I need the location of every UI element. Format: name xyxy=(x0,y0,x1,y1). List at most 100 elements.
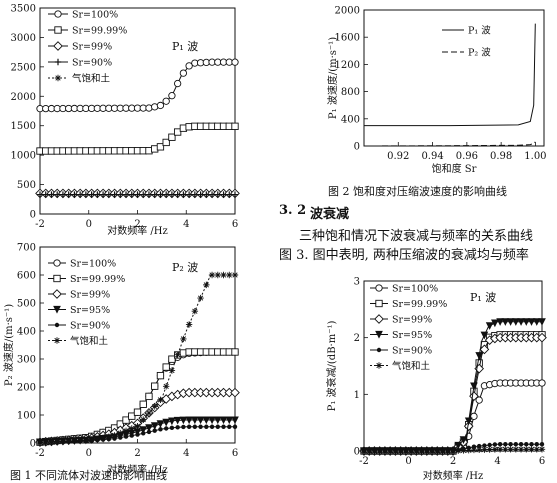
data-point xyxy=(376,447,383,455)
legend-marker xyxy=(375,299,383,308)
data-point xyxy=(174,191,181,198)
data-point xyxy=(123,434,129,439)
data-point xyxy=(128,425,135,432)
series-P₁ 波 xyxy=(364,23,536,127)
x-tick-label: -2 xyxy=(359,456,369,467)
data-point xyxy=(226,191,233,198)
y-tick-label: 2 xyxy=(354,333,360,344)
data-point xyxy=(42,191,49,198)
data-point xyxy=(459,436,468,444)
data-point xyxy=(532,318,541,326)
data-point xyxy=(449,447,457,455)
data-point xyxy=(418,447,425,455)
data-point xyxy=(151,382,159,390)
data-point xyxy=(423,447,431,455)
data-point xyxy=(476,443,482,449)
legend-marker xyxy=(375,284,383,292)
data-point xyxy=(168,133,176,141)
x-axis-label: 对数频率 /Hz xyxy=(107,224,168,237)
data-point xyxy=(226,271,233,279)
data-point xyxy=(156,101,165,110)
data-point xyxy=(360,447,368,455)
x-axis-label: 对数频率 /Hz xyxy=(107,463,168,476)
data-point xyxy=(196,416,205,425)
data-point xyxy=(231,191,239,198)
legend: P₁ 波 P₂ 波 xyxy=(442,25,491,59)
data-point xyxy=(191,308,199,315)
data-point xyxy=(139,426,148,434)
paragraph-line1: 三种饱和情况下波衰减与频率的关系曲线 xyxy=(299,229,534,244)
data-point xyxy=(151,403,158,410)
legend-marker xyxy=(54,74,62,82)
data-point xyxy=(507,446,514,453)
data-point xyxy=(48,438,55,445)
data-point xyxy=(111,191,118,198)
series-Sr=99.99% xyxy=(360,331,546,455)
legend-marker xyxy=(54,26,62,34)
legend-marker xyxy=(52,289,62,299)
data-point xyxy=(503,442,508,447)
data-point xyxy=(208,416,216,425)
data-point xyxy=(486,446,493,453)
legend-marker xyxy=(375,362,383,369)
data-point xyxy=(523,446,530,453)
data-point xyxy=(209,424,215,429)
data-point xyxy=(65,437,72,445)
data-point xyxy=(105,191,113,198)
data-point xyxy=(470,382,478,391)
legend-label: 气饱和土 xyxy=(72,73,111,85)
data-point xyxy=(481,446,488,453)
x-tick-label: 2 xyxy=(134,448,140,459)
y-tick-label: 1200 xyxy=(335,60,360,71)
data-point xyxy=(156,371,165,380)
section-number: 3. 2 xyxy=(279,203,307,218)
data-point xyxy=(146,429,152,435)
data-point xyxy=(180,191,187,198)
series-气饱和土 xyxy=(360,446,546,455)
series-line xyxy=(363,141,536,147)
data-point xyxy=(54,191,61,198)
y-axis-label: P₁ 波衰减/(dB·m⁻¹) xyxy=(325,321,338,412)
x-tick-label: 6 xyxy=(539,456,545,467)
x-tick-label: 0.94 xyxy=(421,151,443,162)
series-Sr=90% xyxy=(36,191,239,198)
data-point xyxy=(54,438,61,445)
data-point xyxy=(157,396,164,404)
y-tick-label: 2500 xyxy=(11,62,36,73)
data-point xyxy=(475,396,483,404)
data-point xyxy=(203,191,210,198)
y-tick-label: 1600 xyxy=(335,33,360,44)
data-point xyxy=(534,442,539,447)
legend-label: Sr=99% xyxy=(70,290,110,301)
data-point xyxy=(162,363,170,371)
data-point xyxy=(94,435,101,442)
data-point xyxy=(76,437,84,444)
y-tick-label: 500 xyxy=(17,299,36,310)
legend-label: 气饱和土 xyxy=(70,335,109,347)
chart-title: P₁ 波 xyxy=(470,291,496,304)
data-point xyxy=(162,418,171,427)
data-point xyxy=(173,128,182,136)
data-point xyxy=(491,446,499,453)
data-point xyxy=(402,447,410,455)
data-point xyxy=(145,424,153,432)
legend-marker xyxy=(53,41,63,51)
data-point xyxy=(479,344,490,355)
data-point xyxy=(230,387,240,398)
data-point xyxy=(150,422,159,430)
legend: Sr=100% Sr=99.99% Sr=99% Sr=95% Sr=90% 气饱和土 xyxy=(370,284,447,372)
data-point xyxy=(485,322,494,330)
data-point xyxy=(392,447,399,455)
legend-label: Sr=90% xyxy=(70,321,110,332)
data-point xyxy=(475,446,483,453)
data-point xyxy=(140,416,147,423)
legend-label: Sr=95% xyxy=(392,330,432,341)
fig1-caption: 图 1 不同流体对波速的影响曲线 xyxy=(10,469,167,482)
data-point xyxy=(198,424,203,429)
data-point xyxy=(539,442,545,447)
y-tick-label: 0 xyxy=(354,142,360,153)
data-point xyxy=(208,271,216,279)
data-point xyxy=(135,432,140,437)
data-point xyxy=(186,424,192,429)
legend-label: Sr=100% xyxy=(72,10,118,21)
